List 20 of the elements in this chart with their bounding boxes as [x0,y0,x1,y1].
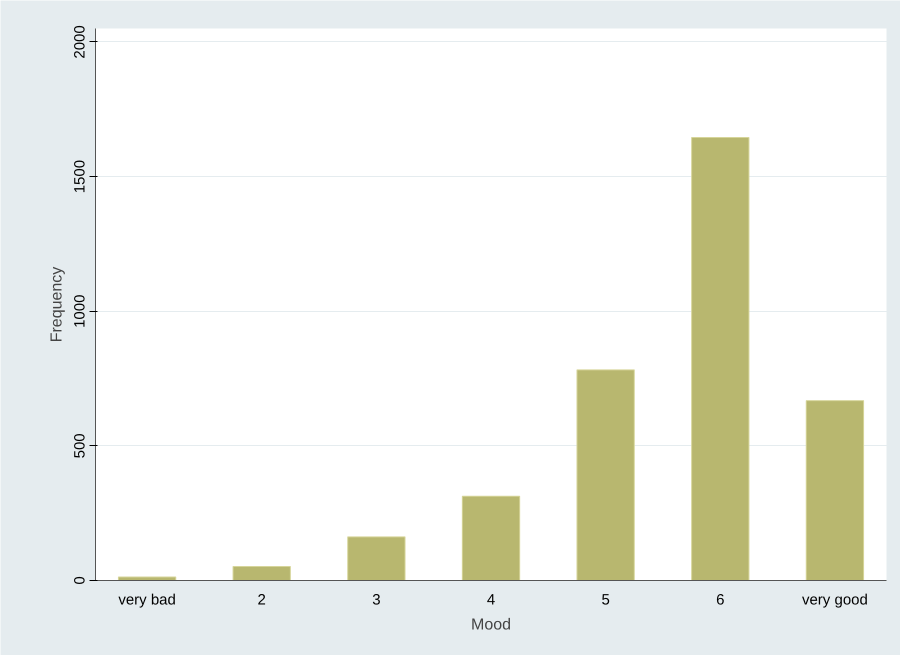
bar [806,400,864,580]
x-tick-label: 3 [372,592,381,608]
x-tick-label: very good [802,592,868,608]
y-tick-label: 0 [72,576,88,585]
x-tick-label: 6 [716,592,724,608]
y-tick-label: 1000 [72,294,88,328]
y-tick-label: 1500 [72,160,88,194]
bar [691,137,750,580]
y-tick-label: 500 [72,433,88,458]
y-tick-label: 2000 [72,25,88,59]
x-tick-label: 4 [486,592,496,608]
bar [576,369,635,580]
y-axis-title: Frequency [48,266,66,342]
x-tick-label: very bad [118,592,176,608]
x-tick-label: 2 [258,592,266,608]
bar [347,536,406,580]
x-axis-title: Mood [470,616,512,634]
bar [232,566,291,580]
bar [462,496,520,580]
x-tick-label: 5 [601,592,610,608]
